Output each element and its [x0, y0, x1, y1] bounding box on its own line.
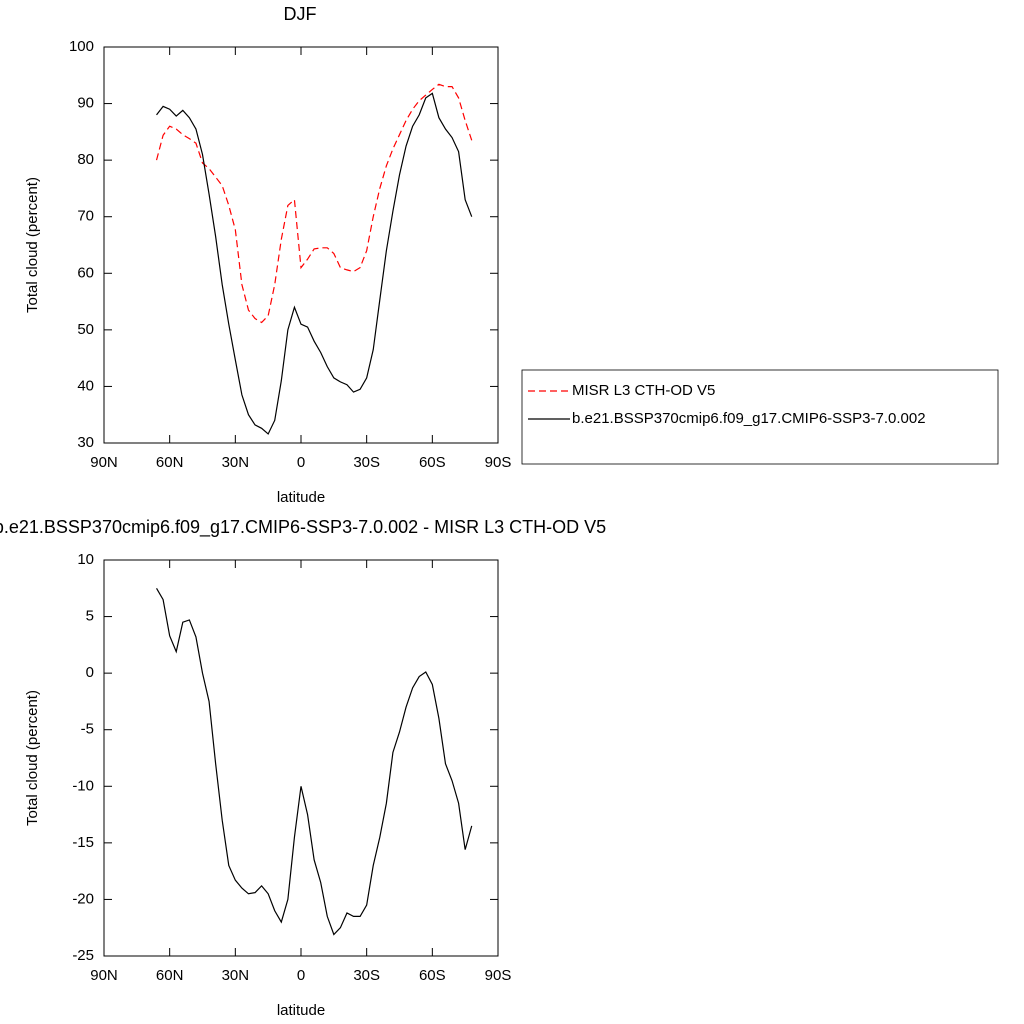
y-tick-label: 0	[86, 664, 94, 681]
y-tick-label: 100	[69, 38, 94, 55]
x-tick-label: 0	[297, 454, 305, 471]
y-tick-label: 5	[86, 608, 94, 625]
plot-frame	[103, 559, 499, 957]
y-tick-label: 60	[77, 264, 94, 281]
y-tick-label: -5	[81, 721, 94, 738]
y-tick-label: 10	[77, 551, 94, 568]
x-tick-label: 30N	[222, 967, 250, 984]
x-tick-label: 90S	[485, 454, 512, 471]
x-tick-label: 60N	[156, 967, 184, 984]
x-tick-label: 60S	[419, 454, 446, 471]
y-tick-label: -25	[72, 947, 94, 964]
x-tick-label: 60N	[156, 454, 184, 471]
y-tick-label: -15	[72, 834, 94, 851]
legend-box	[521, 369, 999, 465]
x-tick-label: 90S	[485, 967, 512, 984]
x-tick-label: 30N	[222, 454, 250, 471]
y-axis-label: Total cloud (percent)	[24, 177, 41, 313]
x-axis-label: latitude	[277, 1002, 325, 1019]
y-axis-label: Total cloud (percent)	[24, 690, 41, 826]
x-tick-label: 90N	[90, 967, 118, 984]
y-tick-label: 50	[77, 321, 94, 338]
y-tick-label: 80	[77, 151, 94, 168]
y-tick-label: 90	[77, 95, 94, 112]
x-tick-label: 90N	[90, 454, 118, 471]
x-tick-label: 30S	[353, 454, 380, 471]
y-tick-label: -10	[72, 777, 94, 794]
x-axis-label: latitude	[277, 489, 325, 506]
x-tick-label: 0	[297, 967, 305, 984]
series-line	[155, 83, 473, 324]
x-tick-label: 60S	[419, 967, 446, 984]
legend-label: b.e21.BSSP370cmip6.f09_g17.CMIP6-SSP3-7.…	[572, 410, 926, 427]
x-tick-label: 30S	[353, 967, 380, 984]
chart-title: DJF	[284, 4, 317, 24]
y-tick-label: 30	[77, 434, 94, 451]
series-line	[156, 92, 473, 435]
y-tick-label: -20	[72, 890, 94, 907]
chart-title: b.e21.BSSP370cmip6.f09_g17.CMIP6-SSP3-7.…	[0, 517, 606, 538]
y-tick-label: 40	[77, 377, 94, 394]
legend-label: MISR L3 CTH-OD V5	[572, 382, 715, 399]
y-tick-label: 70	[77, 208, 94, 225]
series-line	[156, 587, 473, 936]
